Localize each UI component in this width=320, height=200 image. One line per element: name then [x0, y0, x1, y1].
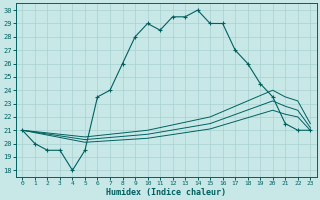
X-axis label: Humidex (Indice chaleur): Humidex (Indice chaleur) [106, 188, 226, 197]
